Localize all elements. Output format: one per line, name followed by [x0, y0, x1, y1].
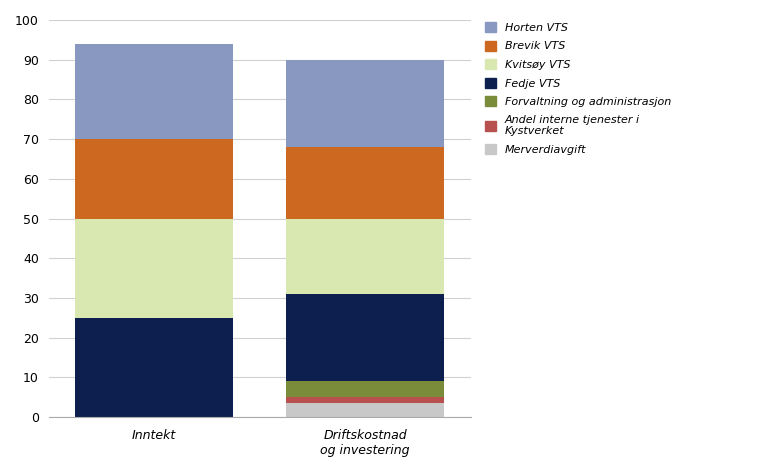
Bar: [75, 44, 233, 139]
Bar: [75, 139, 233, 219]
Bar: [286, 403, 444, 417]
Bar: [75, 318, 233, 417]
Bar: [286, 382, 444, 397]
Bar: [286, 294, 444, 382]
Legend: Horten VTS, Brevik VTS, Kvitsøy VTS, Fedje VTS, Forvaltning og administrasjon, A: Horten VTS, Brevik VTS, Kvitsøy VTS, Fed…: [480, 18, 676, 159]
Bar: [75, 219, 233, 318]
Bar: [286, 219, 444, 294]
Bar: [286, 147, 444, 219]
Bar: [286, 397, 444, 403]
Bar: [286, 60, 444, 147]
